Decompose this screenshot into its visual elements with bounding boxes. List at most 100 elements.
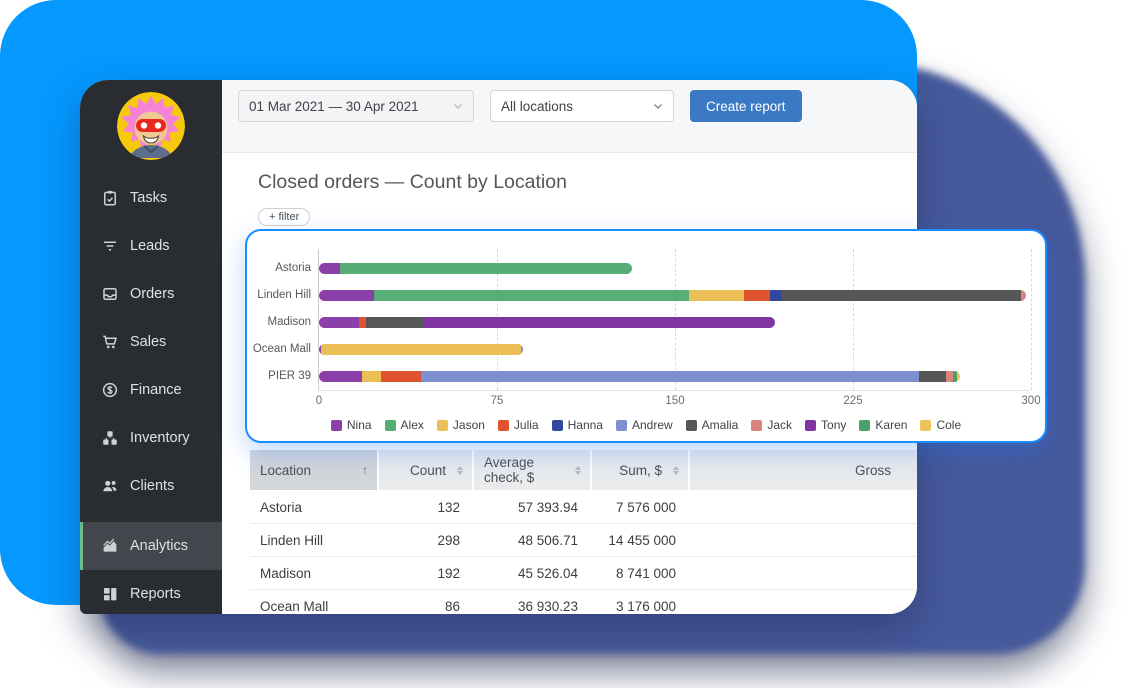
legend-item-nina[interactable]: Nina (330, 418, 372, 432)
avatar-wrap (80, 80, 222, 174)
chart-legend: Nina Alex Jason Julia Hanna Andrew Amalia Jack T… (247, 418, 1045, 432)
column-label: Average check, $ (484, 455, 535, 485)
analytics-icon (101, 537, 119, 555)
bar-segment-julia (380, 371, 422, 382)
sidebar-item-label: Reports (130, 586, 181, 602)
sidebar-item-orders[interactable]: Orders (80, 270, 222, 318)
cell-sum: 7 576 000 (615, 500, 676, 515)
legend-label: Jason (452, 418, 485, 432)
column-header-sum[interactable]: Sum, $ (592, 450, 688, 490)
column-header-gross[interactable]: Gross (690, 450, 917, 490)
legend-item-hanna[interactable]: Hanna (551, 418, 603, 432)
date-range-select[interactable]: 01 Mar 2021 — 30 Apr 2021 (238, 90, 474, 122)
sidebar-item-sales[interactable]: Sales (80, 318, 222, 366)
legend-item-andrew[interactable]: Andrew (615, 418, 673, 432)
sidebar-item-label: Clients (130, 478, 175, 494)
sidebar-item-reports[interactable]: Reports (80, 570, 222, 614)
location-filter-value: All locations (501, 98, 574, 114)
bar-segment-hanna (769, 290, 782, 301)
sidebar-item-finance[interactable]: Finance (80, 366, 222, 414)
sidebar-item-label: Finance (130, 382, 182, 398)
cell-location: Astoria (260, 500, 303, 515)
sort-icon (457, 465, 463, 475)
column-header-average-check[interactable]: Average check, $ (474, 450, 590, 490)
sidebar-item-inventory[interactable]: Inventory (80, 414, 222, 462)
sort-icon (673, 465, 679, 475)
legend-swatch (330, 419, 342, 431)
sidebar-nav-top: Tasks Leads Orders Sales Finance Inventory Cli… (80, 174, 222, 510)
gridline (1031, 249, 1032, 390)
legend-item-cole[interactable]: Cole (920, 418, 961, 432)
table-body: Astoria 132 57 393.94 7 576 000 Linden Hill 2… (250, 491, 917, 614)
cell-location: Madison (260, 565, 312, 581)
x-axis-tick: 75 (490, 395, 504, 407)
stacked-bar-pier-39 (319, 371, 960, 382)
x-axis-tick: 225 (843, 395, 863, 407)
bar-segment-nina (319, 317, 360, 328)
cell-average-check: 48 506.71 (517, 532, 578, 548)
bar-segment-tony (423, 317, 775, 328)
sidebar-item-label: Tasks (130, 190, 168, 206)
sidebar-item-leads[interactable]: Leads (80, 222, 222, 270)
legend-label: Cole (936, 418, 962, 432)
x-axis-tick: 300 (1021, 395, 1041, 407)
cell-count: 86 (444, 598, 460, 614)
cell-sum: 3 176 000 (615, 598, 676, 614)
cell-sum: 14 455 000 (608, 532, 676, 548)
legend-label: Hanna (567, 418, 603, 432)
cell-sum: 8 741 000 (615, 565, 676, 581)
stacked-bar-astoria (319, 263, 633, 274)
bar-segment-jason (361, 371, 381, 382)
legend-label: Julia (513, 418, 539, 432)
column-header-count[interactable]: Count (379, 450, 472, 490)
sidebar-item-analytics[interactable]: Analytics (80, 522, 222, 570)
sidebar-item-label: Sales (130, 334, 167, 350)
legend-swatch (859, 419, 871, 431)
sidebar-item-tasks[interactable]: Tasks (80, 174, 222, 222)
sidebar-item-label: Analytics (130, 538, 189, 554)
avatar[interactable] (117, 92, 185, 160)
chevron-down-icon (654, 104, 662, 109)
legend-item-tony[interactable]: Tony (805, 418, 846, 432)
stacked-bar-ocean-mall (319, 344, 524, 355)
sort-asc-icon: ↑ (362, 463, 368, 477)
legend-item-julia[interactable]: Julia (497, 418, 539, 432)
legend-label: Karen (875, 418, 908, 432)
legend-item-amalia[interactable]: Amalia (685, 418, 738, 432)
cell-count: 192 (437, 565, 460, 581)
cell-average-check: 36 930.23 (517, 598, 578, 614)
bar-label: Madison (267, 316, 311, 328)
legend-item-alex[interactable]: Alex (384, 418, 424, 432)
sidebar-item-label: Leads (130, 238, 170, 254)
legend-item-jason[interactable]: Jason (436, 418, 485, 432)
x-axis-tick: 0 (315, 395, 323, 407)
legend-label: Alex (400, 418, 424, 432)
bar-segment-amalia (366, 317, 424, 328)
bar-segment-amalia (781, 290, 1022, 301)
leads-icon (101, 237, 119, 255)
bar-segment-nina (319, 263, 341, 274)
bar-label: Astoria (275, 262, 311, 274)
avatar-image (117, 92, 185, 160)
x-axis-tick: 150 (665, 395, 685, 407)
cell-average-check: 45 526.04 (517, 565, 578, 581)
legend-swatch (920, 419, 932, 431)
legend-item-jack[interactable]: Jack (751, 418, 792, 432)
cell-count: 132 (437, 500, 460, 515)
tasks-icon (101, 189, 119, 207)
orders-icon (101, 285, 119, 303)
legend-item-karen[interactable]: Karen (859, 418, 907, 432)
legend-label: Nina (346, 418, 372, 432)
column-label: Location (260, 462, 312, 478)
sales-icon (101, 333, 119, 351)
column-label: Sum, $ (619, 462, 662, 478)
add-filter-button[interactable]: + filter (258, 208, 311, 226)
legend-label: Andrew (631, 418, 673, 432)
column-header-location[interactable]: Location ↑ (250, 450, 377, 490)
bar-segment-nina (319, 290, 374, 301)
create-report-button[interactable]: Create report (690, 90, 802, 122)
legend-swatch (751, 419, 763, 431)
sidebar-item-clients[interactable]: Clients (80, 462, 222, 510)
cell-count: 298 (437, 532, 460, 548)
location-filter-select[interactable]: All locations (490, 90, 674, 122)
